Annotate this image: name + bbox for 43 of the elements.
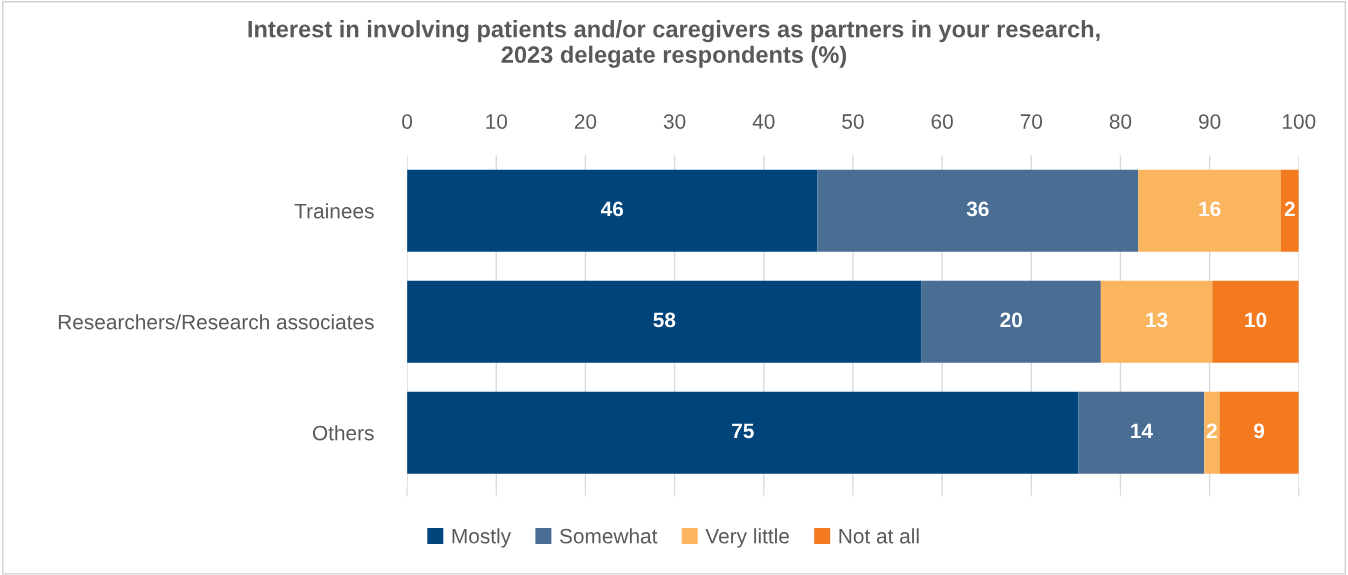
data-label: 2 xyxy=(1284,201,1295,217)
x-tick-label: 80 xyxy=(1109,114,1132,129)
bar xyxy=(1280,169,1299,252)
data-label: 13 xyxy=(1146,312,1168,328)
bar xyxy=(817,169,1139,252)
x-tick-label: 20 xyxy=(574,114,597,129)
legend-label: Very little xyxy=(705,528,789,548)
bar xyxy=(1212,280,1299,363)
x-tick-label: 100 xyxy=(1283,114,1316,129)
data-label: 14 xyxy=(1131,423,1153,439)
bar xyxy=(921,280,1101,363)
data-label: 20 xyxy=(1000,312,1022,328)
data-label: 2 xyxy=(1206,423,1217,439)
data-label: 9 xyxy=(1254,423,1265,439)
y-tick-label: Trainees xyxy=(294,203,374,219)
bar xyxy=(1138,169,1281,252)
legend-label: Mostly xyxy=(452,528,512,548)
data-label: 75 xyxy=(732,423,754,439)
y-tick-label: Researchers/Research associates xyxy=(58,314,374,330)
bar xyxy=(407,391,1079,474)
legend-label: Not at all xyxy=(839,528,919,544)
legend-label: Somewhat xyxy=(559,528,658,544)
x-tick-label: 10 xyxy=(486,114,508,129)
bar xyxy=(1204,391,1220,474)
x-tick-label: 30 xyxy=(663,114,686,129)
x-tick-label: 0 xyxy=(402,114,413,129)
bar xyxy=(1078,391,1205,474)
x-tick-label: 50 xyxy=(842,114,864,129)
x-tick-label: 40 xyxy=(752,114,775,129)
bar xyxy=(1219,391,1299,474)
x-tick-label: 60 xyxy=(931,114,953,129)
bar xyxy=(1100,280,1213,363)
y-tick-label: Others xyxy=(312,425,374,441)
data-label: 58 xyxy=(653,312,676,328)
data-label: 16 xyxy=(1199,201,1221,217)
x-tick-label: 70 xyxy=(1020,114,1043,129)
data-label: 36 xyxy=(966,201,989,217)
data-label: 10 xyxy=(1245,312,1267,328)
bar xyxy=(407,169,818,252)
x-tick-label: 90 xyxy=(1199,114,1221,129)
data-label: 46 xyxy=(600,201,624,217)
chart-title: Interest in involving patients and/or caregivers as partners in your research, 2023 delegate respondents (%) xyxy=(248,20,1100,68)
bar xyxy=(407,280,922,363)
